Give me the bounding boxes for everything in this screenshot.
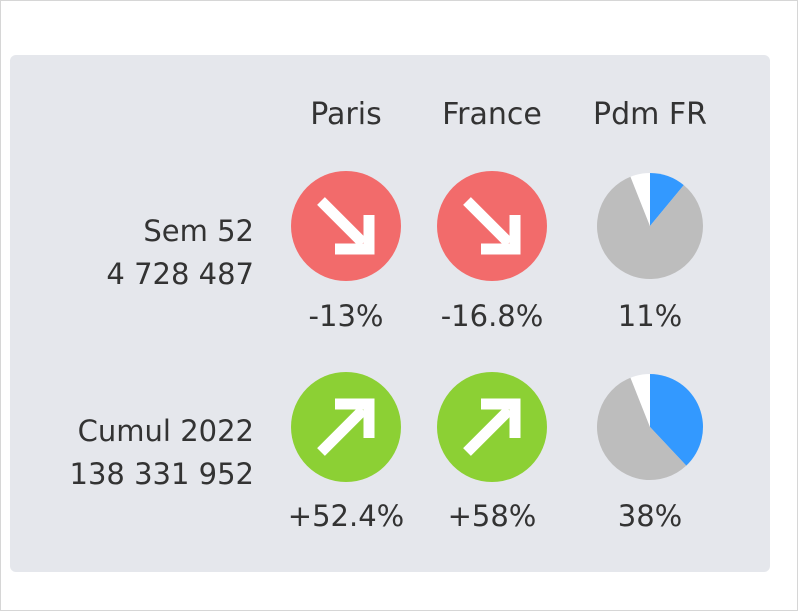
row-label-week: Sem 52 4 728 487 [14, 210, 254, 296]
arrow-up-right-icon [437, 372, 547, 482]
row-label-cumul: Cumul 2022 138 331 952 [14, 410, 255, 496]
pie-share-slice [650, 374, 703, 466]
row-label-value: 138 331 952 [69, 457, 255, 491]
pct-paris-cumul: +52.4% [287, 499, 405, 533]
column-header-paris: Paris [310, 97, 382, 132]
trend-circle-paris-week [291, 171, 401, 281]
pie-gap-slice [630, 173, 650, 226]
column-header-france: France [442, 97, 542, 132]
share-pie-cumul [595, 372, 705, 482]
pie-rest-slice [597, 176, 703, 279]
pct-pdm-week: 11% [617, 299, 683, 333]
row-label-title: Cumul 2022 [77, 414, 254, 448]
row-label-value: 4 728 487 [106, 257, 254, 291]
column-header-pdm-fr: Pdm FR [593, 97, 707, 132]
row-label-title: Sem 52 [143, 214, 254, 248]
pie-rest-slice [597, 377, 687, 480]
arrow-up-right-icon [291, 372, 401, 482]
pie-gap-slice [630, 374, 650, 427]
share-pie-week [595, 171, 705, 281]
trend-circle-paris-cumul [291, 372, 401, 482]
pct-paris-week: -13% [308, 299, 384, 333]
trend-circle-france-week [437, 171, 547, 281]
trend-circle-france-cumul [437, 372, 547, 482]
pct-france-week: -16.8% [440, 299, 544, 333]
pct-france-cumul: +58% [447, 499, 537, 533]
arrow-down-right-icon [437, 171, 547, 281]
pie-share-slice [650, 173, 684, 226]
pct-pdm-cumul: 38% [617, 499, 683, 533]
stats-card [10, 55, 770, 572]
arrow-down-right-icon [291, 171, 401, 281]
